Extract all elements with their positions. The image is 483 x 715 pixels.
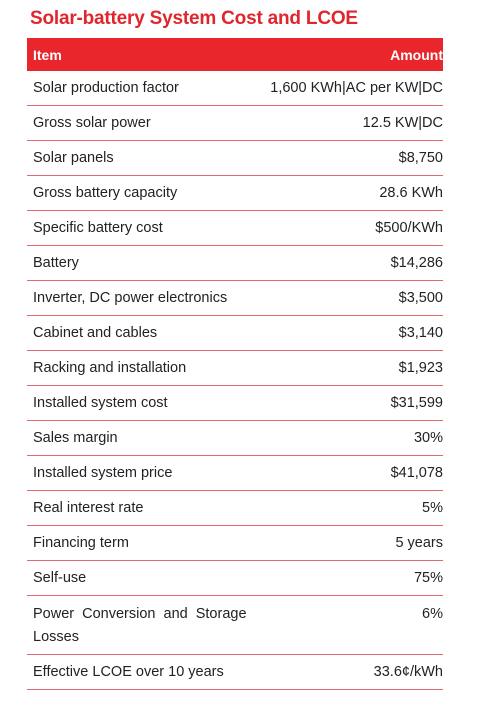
row-item-label: Cabinet and cables xyxy=(33,324,158,341)
row-item-label: Battery xyxy=(33,254,79,271)
row-item-label: Effective LCOE over 10 years xyxy=(33,663,224,680)
row-amount-value: 28.6 KWh xyxy=(379,184,443,201)
row-item-label: Installed system cost xyxy=(33,394,168,411)
table-row: Real interest rate 5% xyxy=(27,491,443,526)
row-item-label: Inverter, DC power electronics xyxy=(33,289,228,306)
table-row: Racking and installation $1,923 xyxy=(27,351,443,386)
row-item-label: Sales margin xyxy=(33,429,118,446)
row-amount-value: $31,599 xyxy=(390,394,443,411)
table-header: Item Amount xyxy=(27,38,443,71)
cost-table: Item Amount Solar production factor 1,600… xyxy=(27,38,443,690)
row-item-label: Real interest rate xyxy=(33,499,144,516)
row-item-label: Power Conversion and Storage Losses xyxy=(33,606,247,645)
row-amount-value: $14,286 xyxy=(390,254,443,271)
header-item: Item xyxy=(33,46,62,63)
table-row: Gross solar power 12.5 KW|DC xyxy=(27,106,443,141)
row-amount-value: $1,923 xyxy=(398,359,443,376)
row-amount-value: $3,140 xyxy=(398,324,443,341)
row-amount-value: 12.5 KW|DC xyxy=(362,114,443,131)
row-amount-value: 6% xyxy=(422,606,443,622)
row-amount-value: $41,078 xyxy=(390,464,443,481)
table-row: Installed system price $41,078 xyxy=(27,456,443,491)
row-item-label: Racking and installation xyxy=(33,359,187,376)
table-row: Inverter, DC power electronics $3,500 xyxy=(27,281,443,316)
row-amount-value: 5% xyxy=(422,499,443,516)
table-row: Sales margin 30% xyxy=(27,421,443,456)
table-row: Power Conversion and Storage Losses 6% xyxy=(27,596,443,655)
header-amount: Amount xyxy=(390,46,443,63)
table-row: Specific battery cost $500/KWh xyxy=(27,211,443,246)
row-item-label: Installed system price xyxy=(33,464,173,481)
table-row: Effective LCOE over 10 years 33.6¢/kWh xyxy=(27,655,443,690)
row-item-label: Gross battery capacity xyxy=(33,184,178,201)
row-item-label: Financing term xyxy=(33,534,129,551)
row-amount-value: $8,750 xyxy=(398,149,443,166)
table-row: Installed system cost $31,599 xyxy=(27,386,443,421)
row-amount-value: 75% xyxy=(413,569,443,586)
page-title: Solar-battery System Cost and LCOE xyxy=(30,8,358,29)
table-row: Financing term 5 years xyxy=(27,526,443,561)
row-item-label: Self-use xyxy=(33,569,87,586)
table-row: Cabinet and cables $3,140 xyxy=(27,316,443,351)
row-item-label: Solar production factor xyxy=(33,79,179,96)
row-amount-value: $3,500 xyxy=(398,289,443,306)
table-row: Solar panels $8,750 xyxy=(27,141,443,176)
row-item-label: Solar panels xyxy=(33,149,114,166)
row-amount-value: 1,600 KWh|AC per KW|DC xyxy=(270,79,443,96)
row-item-label: Gross solar power xyxy=(33,114,151,131)
row-amount-value: 33.6¢/kWh xyxy=(373,663,443,680)
row-item-label: Specific battery cost xyxy=(33,219,163,236)
row-amount-value: 30% xyxy=(413,429,443,446)
row-amount-value: 5 years xyxy=(395,534,443,551)
table-row: Battery $14,286 xyxy=(27,246,443,281)
table-row: Self-use 75% xyxy=(27,561,443,596)
table-body: Solar production factor 1,600 KWh|AC per … xyxy=(27,71,443,690)
table-row: Solar production factor 1,600 KWh|AC per … xyxy=(27,71,443,106)
table-row: Gross battery capacity 28.6 KWh xyxy=(27,176,443,211)
row-amount-value: $500/KWh xyxy=(375,219,443,236)
